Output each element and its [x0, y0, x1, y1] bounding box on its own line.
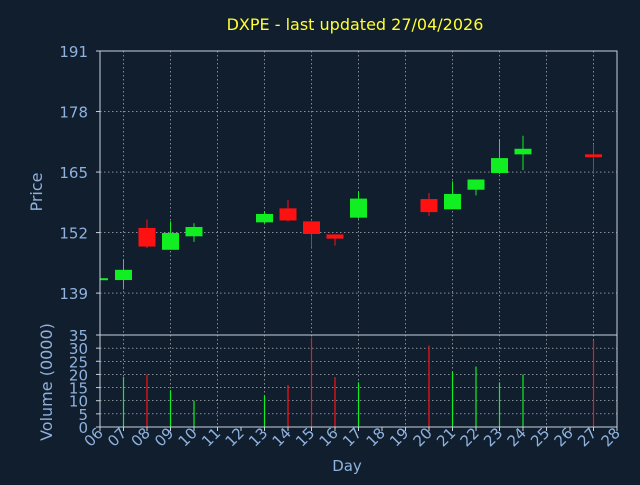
candle-body: [585, 154, 602, 158]
day-tick-label: 15: [292, 424, 318, 450]
candle-body: [100, 278, 108, 281]
volume-bars: [122, 337, 595, 427]
day-tick-label: 23: [480, 424, 506, 450]
day-tick-label: 10: [175, 424, 201, 450]
day-tick-label: 22: [457, 424, 483, 450]
volume-tick-label: 0: [78, 419, 88, 437]
day-tick-label: 17: [339, 424, 365, 450]
candle-body: [138, 227, 156, 247]
candle-body: [256, 213, 273, 223]
candle-body: [326, 234, 344, 239]
volume-tick-label: 30: [69, 340, 88, 358]
day-tick-label: 16: [316, 424, 342, 450]
candle-body: [185, 226, 203, 237]
day-tick-label: 19: [386, 424, 412, 450]
chart-title: DXPE - last updated 27/04/2026: [227, 15, 484, 34]
candle-body: [303, 221, 320, 234]
day-tick-label: 24: [504, 424, 530, 450]
day-tick-label: 14: [269, 424, 295, 450]
day-tick-label: 09: [151, 424, 177, 450]
candle-body: [491, 158, 508, 173]
volume-tick-label: 5: [78, 406, 88, 424]
day-tick-label: 25: [527, 424, 553, 450]
day-tick-label: 21: [433, 424, 459, 450]
price-axis-label: Price: [27, 172, 46, 211]
price-axis-ticks: 191 178 165 152 139: [59, 43, 100, 303]
day-tick-label: 20: [410, 424, 436, 450]
candle-body: [467, 179, 485, 190]
volume-tick-label: 35: [69, 327, 88, 345]
candle-body: [350, 198, 367, 218]
day-tick-label: 28: [598, 424, 624, 450]
price-tick-label: 178: [59, 104, 88, 122]
volume-axis-label: Volume (0000): [37, 323, 56, 441]
candle-body: [514, 148, 532, 155]
day-tick-label: 13: [245, 424, 271, 450]
price-tick-label: 191: [59, 43, 88, 61]
day-tick-label: 18: [363, 424, 389, 450]
day-tick-label: 08: [128, 424, 154, 450]
day-axis-label: Day: [332, 457, 362, 475]
price-tick-label: 165: [59, 164, 88, 182]
day-axis-ticks: 0607080910111213141516171819202122232425…: [81, 424, 624, 450]
candle-body: [420, 199, 438, 213]
price-tick-label: 139: [59, 285, 88, 303]
day-tick-label: 07: [104, 424, 130, 450]
price-tick-label: 152: [59, 225, 88, 243]
day-tick-label: 27: [574, 424, 600, 450]
candle-body: [162, 233, 179, 250]
volume-tick-label: 15: [69, 380, 88, 398]
day-tick-label: 26: [551, 424, 577, 450]
candle-body: [115, 269, 132, 281]
volume-tick-label: 10: [69, 393, 88, 411]
day-tick-label: 12: [222, 424, 248, 450]
day-tick-label: 11: [198, 424, 224, 450]
volume-tick-label: 25: [69, 353, 88, 371]
candle-body: [444, 193, 461, 210]
candle-body: [279, 208, 297, 221]
candlesticks: [99, 135, 602, 290]
volume-tick-label: 20: [69, 366, 88, 384]
